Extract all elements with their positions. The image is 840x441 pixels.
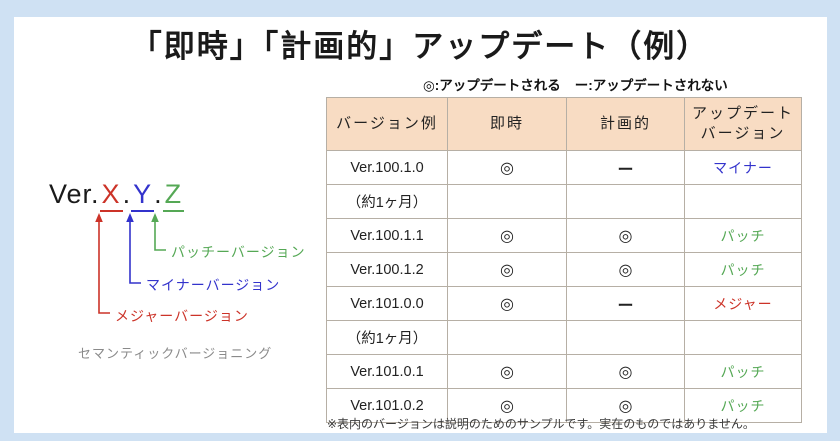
cell-version: Ver.101.0.1 <box>326 354 448 389</box>
cell-update-version: パッチ <box>684 388 802 423</box>
version-format-text: Ver.X.Y.Z <box>49 179 185 213</box>
table-row: Ver.101.0.2 ◎ ◎ パッチ <box>326 388 802 423</box>
dot: . <box>122 179 132 209</box>
legend-updated: ◎:アップデートされる <box>423 78 561 93</box>
table-footnote: ※表内のバージョンは説明のためのサンプルです。実在のものではありません。 <box>327 417 755 431</box>
cell-update-version: パッチ <box>684 252 802 287</box>
header-planned: 計画的 <box>566 97 685 151</box>
cell-planned: ー <box>566 286 685 321</box>
cell-version: Ver.101.0.2 <box>326 388 448 423</box>
table-row: Ver.100.1.2 ◎ ◎ パッチ <box>326 252 802 287</box>
legend-not-updated: ー:アップデートされない <box>574 78 728 93</box>
table-row: Ver.100.1.1 ◎ ◎ パッチ <box>326 218 802 253</box>
table-row: Ver.101.0.1 ◎ ◎ パッチ <box>326 354 802 389</box>
major-letter: X <box>99 179 123 213</box>
header-update-version: アップデート バージョン <box>684 97 802 151</box>
cell-update-version: パッチ <box>684 218 802 253</box>
cell-immediate: ◎ <box>447 150 567 185</box>
major-version-label: メジャーバージョン <box>115 308 249 324</box>
cell-immediate: ◎ <box>447 388 567 423</box>
table-row: Ver.101.0.0 ◎ ー メジャー <box>326 286 802 321</box>
cell-immediate: ◎ <box>447 218 567 253</box>
cell-version: （約1ヶ月） <box>326 184 448 219</box>
cell-version: Ver.100.1.1 <box>326 218 448 253</box>
cell-planned: ー <box>566 150 685 185</box>
minor-version-label: マイナーバージョン <box>146 277 281 293</box>
cell-planned: ◎ <box>566 388 685 423</box>
cell-version: Ver.100.1.0 <box>326 150 448 185</box>
cell-immediate <box>447 320 567 355</box>
cell-planned: ◎ <box>566 218 685 253</box>
cell-planned: ◎ <box>566 252 685 287</box>
table-header-row: バージョン例 即時 計画的 アップデート バージョン <box>326 97 802 151</box>
page-title: 「即時」「計画的」アップデート（例） <box>130 29 710 64</box>
table-row: （約1ヶ月） <box>326 320 802 355</box>
cell-immediate: ◎ <box>447 354 567 389</box>
cell-update-version: パッチ <box>684 354 802 389</box>
cell-immediate: ◎ <box>447 286 567 321</box>
cell-update-version <box>684 184 802 219</box>
header-immediate: 即時 <box>447 97 567 151</box>
header-version-example: バージョン例 <box>326 97 448 151</box>
table-row: Ver.100.1.0 ◎ ー マイナー <box>326 150 802 185</box>
cell-planned: ◎ <box>566 354 685 389</box>
cell-immediate <box>447 184 567 219</box>
cell-update-version: メジャー <box>684 286 802 321</box>
patch-letter: Z <box>162 179 185 213</box>
cell-version: （約1ヶ月） <box>326 320 448 355</box>
cell-planned <box>566 320 685 355</box>
cell-planned <box>566 184 685 219</box>
minor-letter: Y <box>131 179 155 213</box>
patch-version-label: パッチーバージョン <box>171 244 306 260</box>
cell-version: Ver.101.0.0 <box>326 286 448 321</box>
table-row: （約1ヶ月） <box>326 184 802 219</box>
cell-immediate: ◎ <box>447 252 567 287</box>
cell-version: Ver.100.1.2 <box>326 252 448 287</box>
cell-update-version: マイナー <box>684 150 802 185</box>
update-table: バージョン例 即時 計画的 アップデート バージョン Ver.100.1.0 ◎… <box>326 97 802 423</box>
legend: ◎:アップデートされる ー:アップデートされない <box>423 74 742 94</box>
cell-update-version <box>684 320 802 355</box>
dot: . <box>154 179 163 209</box>
version-prefix: Ver. <box>49 179 100 209</box>
semantic-versioning-caption: セマンティックバージョニング <box>78 346 273 361</box>
